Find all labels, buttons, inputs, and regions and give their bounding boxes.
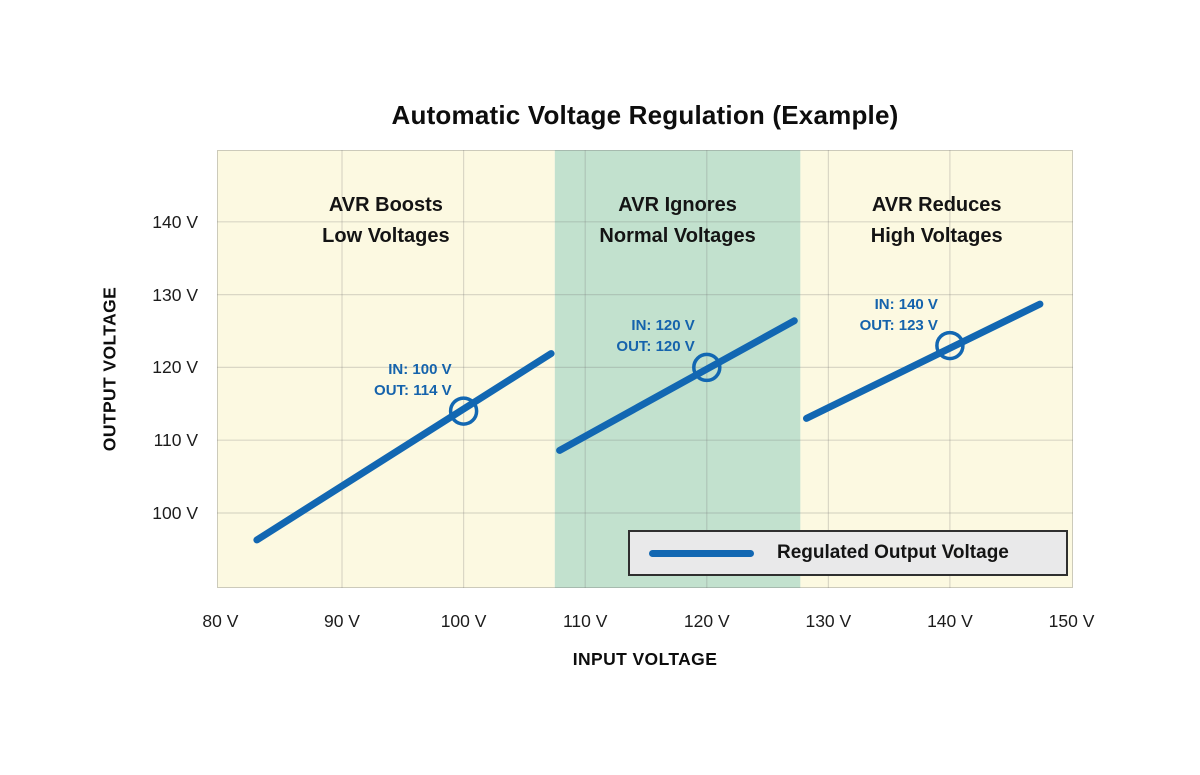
- region-label-line: Low Voltages: [322, 225, 450, 247]
- marker-circle-0: [448, 396, 479, 426]
- region-label-line: High Voltages: [870, 225, 1003, 247]
- marker-annotation-line: IN: 100 V: [388, 361, 452, 379]
- x-tick-label-110: 110 V: [562, 611, 608, 631]
- x-tick-label-130: 130 V: [805, 611, 852, 631]
- y-tick-label-130: 130 V: [152, 284, 198, 305]
- series-line-segment-0: [253, 350, 555, 544]
- marker-annotation-2: IN: 140 V OUT: 123 V: [860, 294, 938, 336]
- region-label-boost: AVR Boosts Low Voltages: [226, 190, 546, 252]
- x-tick-label-120: 120 V: [683, 611, 730, 631]
- region-label-line: AVR Ignores: [618, 194, 737, 216]
- legend: Regulated Output Voltage: [628, 530, 1068, 576]
- x-tick-label-80: 80 V: [202, 611, 239, 631]
- series-line-segment-1: [556, 317, 798, 454]
- region-label-line: Normal Voltages: [599, 225, 756, 247]
- marker-annotation-line: IN: 120 V: [631, 317, 695, 335]
- plot-border: [217, 150, 1073, 588]
- x-axis-title: INPUT VOLTAGE: [572, 649, 718, 669]
- x-tick-label-90: 90 V: [323, 611, 360, 631]
- y-tick-label-120: 120 V: [152, 357, 198, 378]
- marker-annotation-line: OUT: 114 V: [374, 382, 452, 400]
- marker-circle-1: [692, 352, 722, 383]
- y-tick-label-100: 100 V: [152, 503, 198, 523]
- marker-annotation-line: IN: 140 V: [874, 295, 938, 313]
- series-line-segment-2: [803, 300, 1044, 422]
- legend-line-swatch: [649, 549, 754, 557]
- region-boost: [217, 150, 555, 588]
- region-reduce: [800, 150, 1073, 588]
- x-tick-label-140: 140 V: [927, 611, 973, 631]
- plot-area: [217, 150, 1073, 588]
- x-tick-label-100: 100 V: [440, 611, 487, 631]
- y-tick-label-140: 140 V: [152, 211, 198, 232]
- legend-label: Regulated Output Voltage: [777, 542, 1009, 563]
- x-tick-label-150: 150 V: [1048, 611, 1095, 631]
- region-label-line: AVR Reduces: [871, 194, 1002, 216]
- region-normal: [554, 150, 801, 588]
- marker-annotation-1: IN: 120 V OUT: 120 V: [616, 315, 694, 357]
- region-label-normal: AVR Ignores Normal Voltages: [518, 190, 838, 252]
- chart-title: Automatic Voltage Regulation (Example): [391, 100, 899, 130]
- marker-annotation-0: IN: 100 V OUT: 114 V: [374, 359, 452, 401]
- region-label-reduce: AVR Reduces High Voltages: [777, 190, 1097, 252]
- marker-annotation-line: OUT: 120 V: [616, 338, 695, 356]
- y-tick-label-110: 110 V: [153, 430, 198, 451]
- marker-circle-2: [935, 330, 965, 361]
- marker-annotation-line: OUT: 123 V: [859, 316, 938, 334]
- region-label-line: AVR Boosts: [328, 194, 443, 216]
